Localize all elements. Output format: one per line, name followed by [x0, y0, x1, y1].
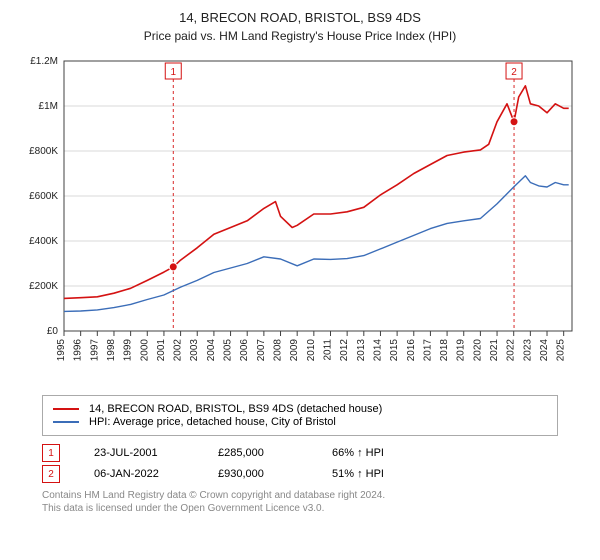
svg-text:2002: 2002	[173, 339, 184, 362]
svg-text:£600K: £600K	[29, 191, 58, 202]
svg-text:2025: 2025	[556, 339, 567, 362]
svg-text:2024: 2024	[539, 339, 550, 362]
svg-text:2006: 2006	[239, 339, 250, 362]
svg-text:2009: 2009	[289, 339, 300, 362]
legend-swatch	[53, 408, 79, 410]
svg-text:2014: 2014	[372, 339, 383, 362]
legend-item: 14, BRECON ROAD, BRISTOL, BS9 4DS (detac…	[53, 403, 547, 415]
svg-text:2017: 2017	[422, 339, 433, 362]
svg-text:2020: 2020	[472, 339, 483, 362]
svg-text:1999: 1999	[123, 339, 134, 362]
svg-text:2003: 2003	[189, 339, 200, 362]
transaction-delta: 51% ↑ HPI	[332, 468, 384, 480]
svg-text:1995: 1995	[56, 339, 67, 362]
legend-label: HPI: Average price, detached house, City…	[89, 416, 336, 428]
legend: 14, BRECON ROAD, BRISTOL, BS9 4DS (detac…	[42, 395, 558, 436]
transaction-date: 23-JUL-2001	[94, 447, 184, 459]
transaction-delta: 66% ↑ HPI	[332, 447, 384, 459]
svg-text:2000: 2000	[139, 339, 150, 362]
transaction-price: £285,000	[218, 447, 298, 459]
svg-text:2022: 2022	[506, 339, 517, 362]
price-chart: £0 £200K £400K £600K £800K £1M £1.2M 1995 1996 19…	[12, 49, 588, 389]
svg-text:£200K: £200K	[29, 281, 58, 292]
svg-text:2011: 2011	[322, 339, 333, 361]
transactions-table: 1 23-JUL-2001 £285,000 66% ↑ HPI 2 06-JAN-202…	[42, 444, 558, 483]
svg-text:2019: 2019	[456, 339, 467, 362]
svg-text:2008: 2008	[273, 339, 284, 362]
svg-text:2015: 2015	[389, 339, 400, 362]
svg-text:1998: 1998	[106, 339, 117, 362]
svg-text:£800K: £800K	[29, 146, 58, 157]
transaction-price: £930,000	[218, 468, 298, 480]
svg-text:1997: 1997	[89, 339, 100, 362]
svg-text:2021: 2021	[489, 339, 500, 362]
transaction-badge: 2	[42, 465, 60, 483]
svg-text:2007: 2007	[256, 339, 267, 362]
svg-text:£400K: £400K	[29, 236, 58, 247]
svg-text:2018: 2018	[439, 339, 450, 362]
transaction-badge: 1	[42, 444, 60, 462]
legend-label: 14, BRECON ROAD, BRISTOL, BS9 4DS (detac…	[89, 403, 382, 415]
svg-text:2005: 2005	[223, 339, 234, 362]
svg-text:2016: 2016	[406, 339, 417, 362]
transaction-row: 1 23-JUL-2001 £285,000 66% ↑ HPI	[42, 444, 558, 462]
svg-text:£1M: £1M	[39, 101, 58, 112]
svg-text:2012: 2012	[339, 339, 350, 362]
chart-subtitle: Price paid vs. HM Land Registry's House …	[12, 29, 588, 43]
legend-swatch	[53, 421, 79, 423]
footnote-line: Contains HM Land Registry data © Crown c…	[42, 489, 558, 502]
transaction-row: 2 06-JAN-2022 £930,000 51% ↑ HPI	[42, 465, 558, 483]
svg-text:1: 1	[170, 67, 176, 78]
svg-text:2001: 2001	[156, 339, 167, 362]
svg-text:1996: 1996	[73, 339, 84, 362]
svg-text:£0: £0	[47, 326, 59, 337]
transaction-date: 06-JAN-2022	[94, 468, 184, 480]
svg-text:2023: 2023	[522, 339, 533, 362]
svg-text:2004: 2004	[206, 339, 217, 362]
chart-title: 14, BRECON ROAD, BRISTOL, BS9 4DS	[12, 10, 588, 25]
footnote: Contains HM Land Registry data © Crown c…	[42, 489, 558, 515]
footnote-line: This data is licensed under the Open Gov…	[42, 502, 558, 515]
svg-text:2010: 2010	[306, 339, 317, 362]
svg-text:2: 2	[511, 67, 517, 78]
legend-item: HPI: Average price, detached house, City…	[53, 416, 547, 428]
svg-text:2013: 2013	[356, 339, 367, 362]
svg-text:£1.2M: £1.2M	[30, 56, 58, 67]
